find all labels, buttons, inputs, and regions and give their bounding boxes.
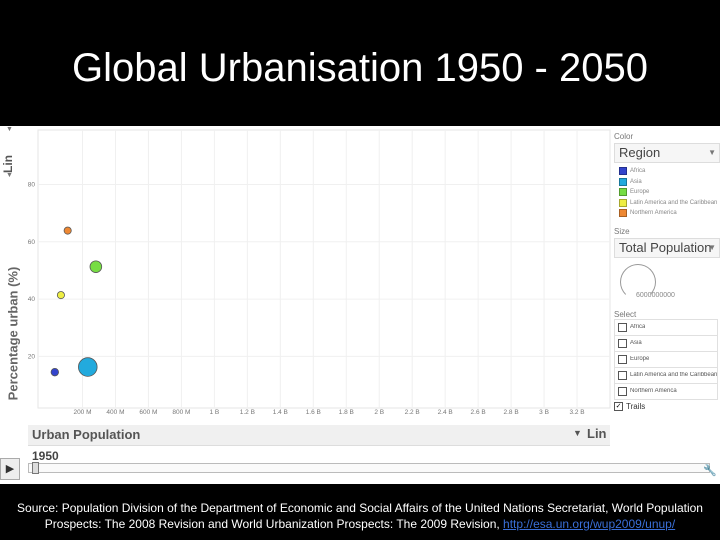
y-tick-label: 80	[28, 181, 36, 188]
size-legend: 6000000000	[614, 260, 720, 308]
x-tick-label: 2.6 B	[471, 409, 486, 416]
size-select[interactable]: Total Population ▼	[614, 237, 720, 258]
bubble-northern-america	[63, 226, 72, 235]
x-tick-label: 2 B	[374, 409, 384, 416]
size-value: Total Population	[619, 239, 712, 255]
x-tick-label: 3.2 B	[569, 409, 584, 416]
legend-label: Northern America	[630, 210, 677, 217]
legend-swatch	[619, 177, 627, 186]
x-axis-label: Urban Population	[32, 427, 141, 442]
trails-checkbox[interactable]: ✓	[614, 401, 623, 411]
x-scale-select[interactable]: Lin	[587, 426, 607, 441]
slider-handle[interactable]	[32, 462, 39, 474]
time-slider[interactable]	[28, 462, 710, 474]
play-button[interactable]: ▶	[0, 458, 20, 480]
bubble-latin-america-and-the-caribbean	[56, 291, 65, 300]
select-label: Select	[614, 309, 637, 319]
color-legend: Africa Asia Europe Latin America and the Ca…	[614, 166, 720, 219]
source-text: Source: Population Division of the Depar…	[17, 501, 703, 531]
x-tick-label: 200 M	[73, 409, 91, 416]
y-axis-label: Percentage urban (%)	[5, 266, 21, 401]
legend-label: Latin America and the Caribbean	[630, 199, 718, 206]
select-item-label: Latin America and the Caribbean	[630, 372, 717, 378]
chevron-down-icon: ▼	[708, 148, 716, 157]
legend-label: Africa	[630, 168, 646, 175]
size-label: Size	[614, 226, 630, 236]
play-icon: ▶	[5, 463, 15, 475]
x-tick-label: 3 B	[539, 409, 549, 416]
y-scale-arrow-icon[interactable]: ▼	[6, 126, 13, 133]
select-checkbox[interactable]	[618, 370, 627, 380]
bubble-europe	[89, 260, 103, 273]
trails-toggle[interactable]: ✓ Trails	[614, 401, 720, 411]
y-tick-label: 40	[28, 296, 36, 303]
color-select[interactable]: Region ▼	[614, 143, 720, 163]
settings-panel: Color Region ▼ Africa Asia Europe Latin Ame…	[614, 130, 720, 411]
legend-label: Europe	[630, 189, 650, 196]
legend-item: Asia	[619, 177, 720, 188]
select-checkbox[interactable]	[618, 386, 627, 396]
year-label: 1950	[32, 449, 59, 463]
x-tick-label: 800 M	[172, 409, 190, 416]
select-item[interactable]: Europe	[614, 351, 718, 368]
size-reference-circle	[620, 263, 656, 300]
legend-swatch	[619, 188, 627, 197]
chevron-down-icon[interactable]: ▼	[573, 428, 582, 438]
legend-item: Latin America and the Caribbean	[619, 198, 720, 209]
select-item[interactable]: Asia	[614, 335, 718, 352]
y-scale-value: Lin	[1, 155, 15, 173]
x-tick-label: 1.8 B	[339, 409, 354, 416]
color-value: Region	[619, 145, 661, 160]
select-item-label: Asia	[630, 340, 642, 346]
legend-swatch	[619, 209, 627, 218]
y-tick-label: 60	[28, 239, 36, 246]
legend-item: Europe	[619, 187, 720, 198]
x-tick-label: 1.2 B	[240, 409, 255, 416]
source-link[interactable]: http://esa.un.org/wup2009/unup/	[503, 517, 676, 531]
select-checkbox[interactable]	[618, 322, 627, 332]
color-label: Color	[614, 132, 634, 141]
select-item[interactable]: Latin America and the Caribbean	[614, 367, 718, 384]
motion-chart: 200 M 400 M 600 M 800 M 1 B 1.2 B 1.4 B 1.6 B 1.…	[0, 126, 720, 484]
slide-title: Global Urbanisation 1950 - 2050	[72, 46, 648, 90]
x-tick-label: 2.4 B	[438, 409, 453, 416]
select-list: Africa Asia Europe Latin America and the Ca…	[614, 318, 718, 400]
select-checkbox[interactable]	[618, 338, 627, 348]
wrench-icon[interactable]: 🔧	[703, 465, 717, 477]
x-tick-label: 1.6 B	[306, 409, 321, 416]
x-tick-label: 600 M	[139, 409, 157, 416]
legend-swatch	[619, 198, 627, 207]
source-citation: Source: Population Division of the Depar…	[10, 500, 710, 532]
select-item-label: Northern America	[630, 388, 677, 394]
plot-background	[37, 129, 611, 409]
x-axis-select[interactable]: Urban Population ▼ Lin	[28, 425, 610, 446]
size-reference-value: 6000000000	[636, 291, 675, 299]
select-item-label: Europe	[630, 356, 650, 362]
legend-item: Africa	[619, 166, 720, 177]
legend-item: Northern America	[619, 208, 720, 219]
chevron-down-icon: ▼	[708, 242, 716, 252]
x-tick-label: 1 B	[209, 409, 219, 416]
x-tick-label: 1.4 B	[273, 409, 288, 416]
y-tick-label: 20	[28, 353, 36, 360]
y-label-arrow-icon[interactable]: ▼	[6, 172, 13, 179]
select-checkbox[interactable]	[618, 354, 627, 364]
select-item[interactable]: Africa	[614, 319, 718, 336]
legend-swatch	[619, 167, 627, 176]
select-item[interactable]: Northern America	[614, 383, 718, 400]
x-tick-label: 2.2 B	[405, 409, 420, 416]
select-item-label: Africa	[630, 324, 646, 330]
legend-label: Asia	[630, 178, 642, 185]
x-tick-label: 400 M	[106, 409, 124, 416]
chart-plot-area: 200 M 400 M 600 M 800 M 1 B 1.2 B 1.4 B 1.6 B 1.…	[28, 129, 611, 416]
bubble-africa	[50, 368, 59, 377]
bubble-asia	[78, 357, 98, 377]
trails-label: Trails	[626, 401, 646, 411]
x-tick-label: 2.8 B	[504, 409, 519, 416]
